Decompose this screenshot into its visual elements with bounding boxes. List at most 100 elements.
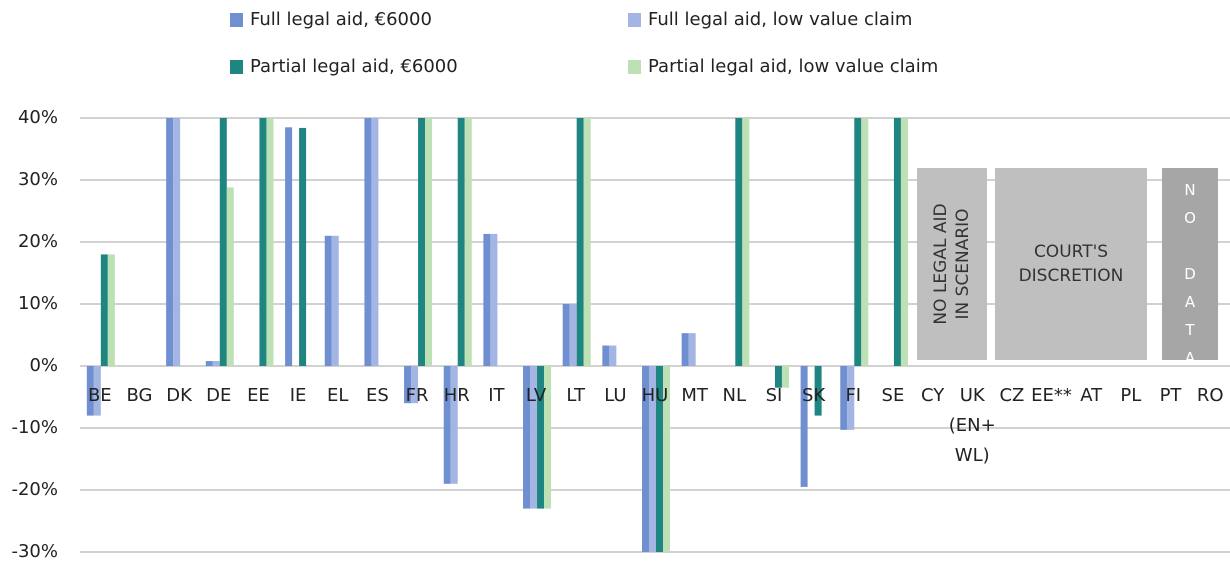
bar (219, 118, 227, 366)
x-tick-line: (EN+ (949, 415, 996, 436)
bar (205, 361, 213, 366)
bar (450, 366, 458, 484)
y-tick-label: 10% (18, 293, 58, 314)
bar (371, 118, 379, 366)
x-tick-label: HR (444, 385, 470, 406)
bar (107, 254, 115, 366)
annotation-letter: A (1185, 293, 1196, 311)
bar (656, 366, 663, 552)
bar (483, 233, 491, 366)
bar (800, 366, 808, 487)
bar (212, 361, 220, 366)
annotation-letter: D (1184, 265, 1196, 283)
annotation-box (917, 168, 987, 360)
bar (663, 366, 670, 552)
bar (331, 235, 339, 366)
y-tick-label: 30% (18, 169, 58, 190)
bar (861, 118, 869, 366)
bar (847, 366, 855, 430)
bar (418, 118, 426, 366)
x-tick-label: SE (882, 385, 905, 406)
bar (900, 118, 908, 366)
bar (893, 118, 901, 366)
annotation-letter: N (1184, 181, 1195, 199)
bar (649, 366, 656, 552)
annotation-line: COURT'S (1034, 242, 1108, 262)
bar (537, 366, 545, 509)
bar (681, 333, 689, 366)
bar (411, 366, 419, 404)
y-tick-label: -10% (11, 417, 58, 438)
bar (530, 366, 538, 509)
bar (774, 366, 782, 388)
bar (814, 366, 822, 416)
bar (425, 118, 433, 366)
legend-label: Partial legal aid, low value claim (648, 56, 938, 77)
y-tick-label: 40% (18, 107, 58, 128)
legend-swatch (230, 60, 243, 74)
bar (735, 118, 743, 366)
x-tick-label: SI (766, 385, 783, 406)
x-tick-line: WL) (955, 445, 990, 466)
x-tick-label: NL (723, 385, 747, 406)
x-tick-label: PT (1160, 385, 1183, 406)
x-tick-label: UK (EN+ WL) (949, 385, 996, 466)
x-tick-label: FI (845, 385, 861, 406)
bar (259, 118, 267, 366)
legend-label: Partial legal aid, €6000 (250, 56, 458, 77)
x-tick-label: BE (88, 385, 112, 406)
bar (781, 366, 789, 388)
bar (100, 254, 108, 366)
x-tick-label: ES (366, 385, 389, 406)
annotation-line: IN SCENARIO (953, 208, 973, 319)
annotation-line: NO LEGAL AID (931, 203, 951, 324)
bar (166, 118, 174, 366)
x-tick-line: UK (960, 385, 986, 406)
bar (443, 366, 451, 484)
x-tick-label: LV (526, 385, 547, 406)
x-tick-label: EL (327, 385, 348, 406)
annotation-letter: O (1184, 209, 1196, 227)
legend-label: Full legal aid, low value claim (648, 9, 912, 30)
annotation-line: DISCRETION (1019, 266, 1124, 286)
x-tick-label: IT (488, 385, 505, 406)
legend-label: Full legal aid, €6000 (250, 9, 432, 30)
annotation-letter: T (1184, 321, 1195, 339)
legend-swatch (628, 13, 641, 27)
bar (583, 118, 591, 366)
annotation-box (995, 168, 1147, 360)
annotation: NO LEGAL AID IN SCENARIO (931, 203, 973, 324)
bar (285, 127, 293, 366)
bar (457, 118, 465, 366)
x-tick-label: AT (1080, 385, 1103, 406)
annotation: COURT'S DISCRETION (1019, 242, 1124, 286)
x-tick-label: RO (1197, 385, 1224, 406)
bar (642, 366, 649, 552)
bar (173, 118, 181, 366)
bar (324, 235, 332, 366)
y-tick-label: -20% (11, 479, 58, 500)
bar (464, 118, 472, 366)
bar (364, 118, 372, 366)
bar (404, 366, 412, 404)
bar (840, 366, 848, 430)
bar (86, 366, 94, 416)
x-tick-label: PL (1120, 385, 1141, 406)
x-tick-label: LT (566, 385, 586, 406)
legend-swatch (628, 60, 641, 74)
x-tick-label: HU (642, 385, 669, 406)
bar (742, 118, 750, 366)
legend-swatch (230, 13, 243, 27)
bar (576, 118, 584, 366)
bar (490, 233, 498, 366)
bar (562, 304, 570, 366)
bar (523, 366, 531, 509)
bar (688, 333, 696, 366)
x-tick-label: CZ (999, 385, 1024, 406)
x-tick-label: BG (126, 385, 152, 406)
bar (609, 345, 617, 366)
y-tick-label: -30% (11, 541, 58, 562)
x-tick-label: MT (681, 385, 709, 406)
